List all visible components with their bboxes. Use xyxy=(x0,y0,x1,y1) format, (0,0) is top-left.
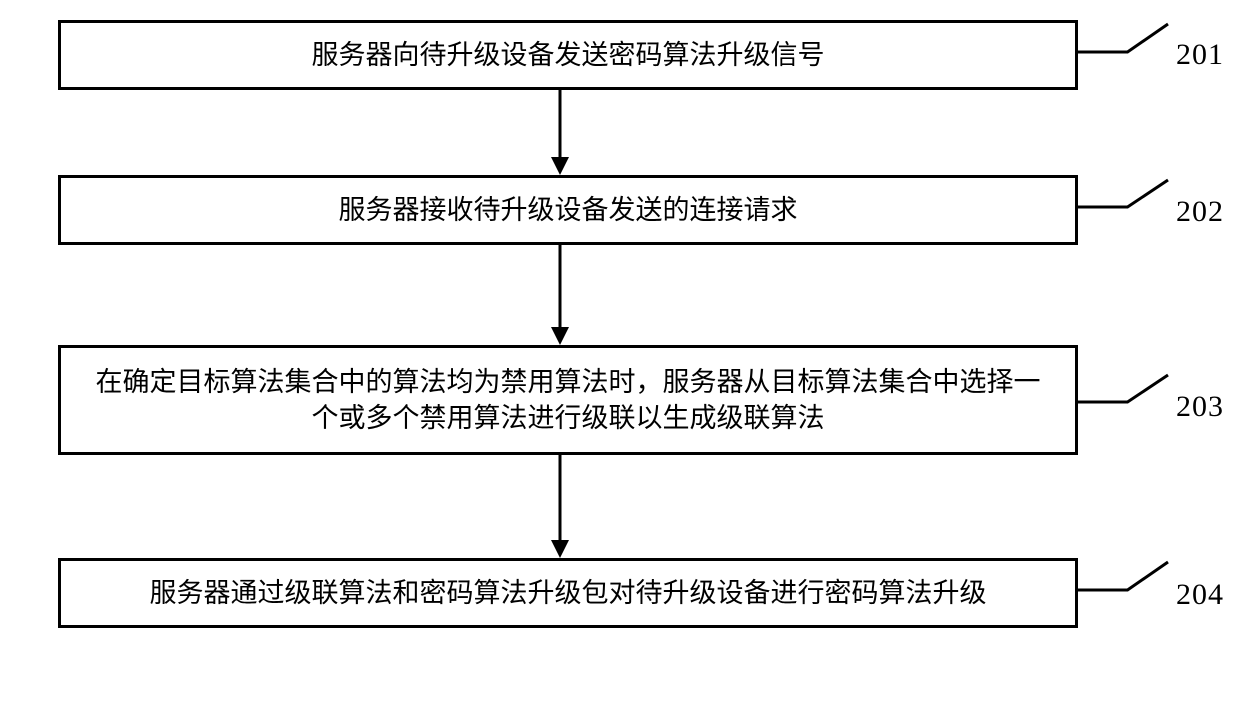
step-box-201: 服务器向待升级设备发送密码算法升级信号 xyxy=(58,20,1078,90)
step-box-202: 服务器接收待升级设备发送的连接请求 xyxy=(58,175,1078,245)
step-label-204: 204 xyxy=(1176,578,1224,612)
step-label-201: 201 xyxy=(1176,38,1224,72)
step-box-203: 在确定目标算法集合中的算法均为禁用算法时，服务器从目标算法集合中选择一个或多个禁… xyxy=(58,345,1078,455)
step-text: 服务器接收待升级设备发送的连接请求 xyxy=(339,192,798,228)
step-callout-203 xyxy=(1078,372,1168,405)
flow-arrow-3 xyxy=(548,455,572,558)
step-text: 服务器通过级联算法和密码算法升级包对待升级设备进行密码算法升级 xyxy=(150,575,987,611)
step-text: 服务器向待升级设备发送密码算法升级信号 xyxy=(312,37,825,73)
flowchart-canvas: 服务器向待升级设备发送密码算法升级信号 201 服务器接收待升级设备发送的连接请… xyxy=(0,0,1239,703)
flow-arrow-1 xyxy=(548,90,572,175)
step-callout-202 xyxy=(1078,177,1168,210)
step-label-203: 203 xyxy=(1176,390,1224,424)
step-label-202: 202 xyxy=(1176,195,1224,229)
step-callout-201 xyxy=(1078,21,1168,55)
flow-arrow-2 xyxy=(548,245,572,345)
step-callout-204 xyxy=(1078,559,1168,593)
step-box-204: 服务器通过级联算法和密码算法升级包对待升级设备进行密码算法升级 xyxy=(58,558,1078,628)
step-text: 在确定目标算法集合中的算法均为禁用算法时，服务器从目标算法集合中选择一个或多个禁… xyxy=(85,364,1051,437)
